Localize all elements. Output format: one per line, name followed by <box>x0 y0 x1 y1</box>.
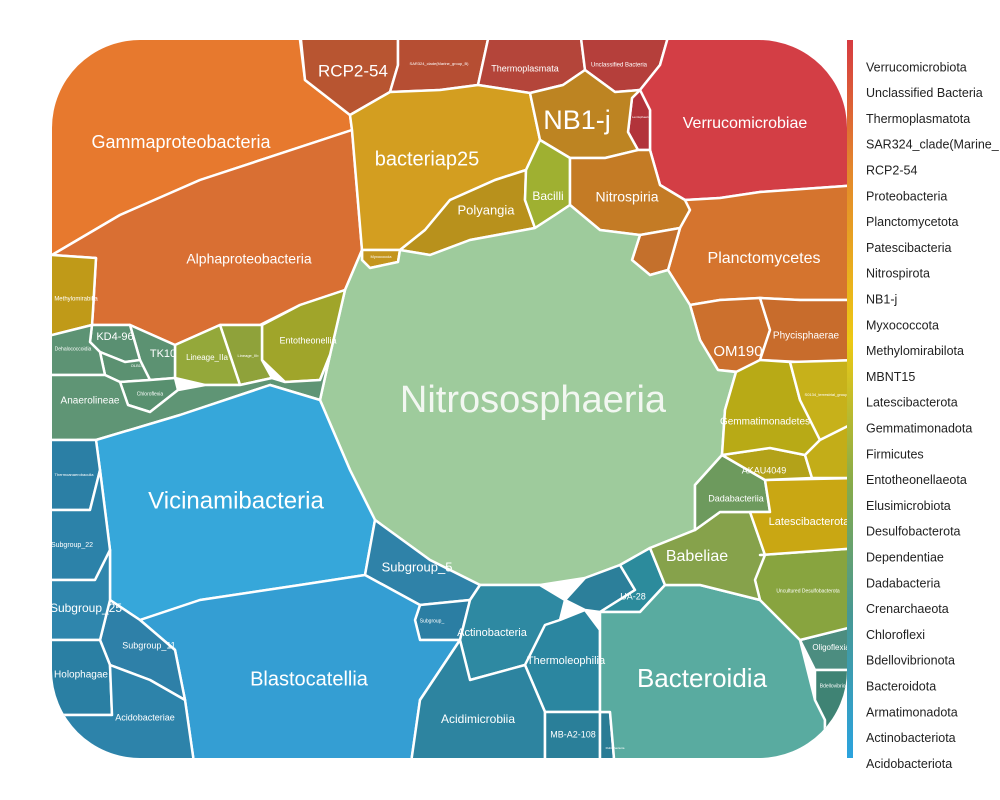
legend-entry-proteobacteria: Proteobacteria <box>866 189 947 203</box>
legend-entry-latescibacterota: Latescibacterota <box>866 396 958 410</box>
label-s0134: S0134_terrestrial_group <box>805 392 849 397</box>
label-polyangia: Polyangia <box>457 202 515 217</box>
legend-entry-actinobacteriota: Actinobacteriota <box>866 731 956 745</box>
label-akau4049: AKAU4049 <box>742 465 787 475</box>
cell-subgroup-25 <box>52 548 112 642</box>
label-subgroup-small: Subgroup_ <box>420 618 445 624</box>
legend-entry-thermoplasmatota: Thermoplasmatota <box>866 112 970 126</box>
legend-entry-mbnt15: MBNT15 <box>866 370 915 384</box>
legend-entry-verrucomicrobiota: Verrucomicrobiota <box>866 60 967 74</box>
cell-methylomirabilia <box>52 253 98 337</box>
label-lineage-iib: Lineage_IIb <box>238 353 260 358</box>
label-lentisphaeria: Lentisphaeria <box>632 115 650 119</box>
label-dadabacteriia: Dadabacteriia <box>708 493 764 503</box>
label-latescibacterota: Latescibacterota <box>769 516 851 528</box>
label-babeliae: Babeliae <box>666 548 728 565</box>
label-bacteroidia: Bacteroidia <box>637 663 768 693</box>
label-alphaproteobacteria: Alphaproteobacteria <box>186 251 312 267</box>
label-entotheonellia: Entotheonellia <box>279 335 336 345</box>
label-bdellovibrionia: Bdellovibrionia <box>820 683 853 689</box>
label-gemmatimonadetes: Gemmatimonadetes <box>720 417 810 428</box>
label-subgroup-11: Subgroup_11 <box>122 640 175 650</box>
legend-entry-sar324-clade-marine: SAR324_clade(Marine_ <box>866 138 1000 152</box>
legend-entry-unclassified-bacteria: Unclassified Bacteria <box>866 86 983 100</box>
label-oligoflexia: Oligoflexia <box>812 643 850 652</box>
label-nitrospiria: Nitrospiria <box>595 189 658 205</box>
label-chloroflexia: Chloroflexia <box>137 391 164 397</box>
legend-entry-myxococcota: Myxococcota <box>866 318 939 332</box>
label-subgroup-25: Subgroup_25 <box>50 601 122 615</box>
legend-entry-nb1-j: NB1-j <box>866 292 897 306</box>
cell-mb-a2-108 <box>543 710 602 758</box>
label-tk10: TK10 <box>150 348 176 360</box>
label-lineage-iia: Lineage_IIa <box>186 353 228 362</box>
label-om190: OM190 <box>713 343 762 360</box>
label-subgroup-5: Subgroup_5 <box>382 559 453 574</box>
legend-color-bar <box>847 40 853 758</box>
label-actinobacteria: Actinobacteria <box>457 627 528 639</box>
label-rubrobacteria: Rubrobacteria <box>606 746 625 750</box>
legend-entry-crenarchaeota: Crenarchaeota <box>866 602 949 616</box>
label-acidimicrobiia: Acidimicrobiia <box>441 712 515 726</box>
legend-entry-patescibacteria: Patescibacteria <box>866 241 952 255</box>
legend-entry-firmicutes: Firmicutes <box>866 447 924 461</box>
label-dehalococcoidia: Dehalococcoidia <box>55 346 92 352</box>
label-myxococcia: Myxococcia <box>371 254 393 259</box>
legend-entries: Verrucomicrobiota Unclassified Bacteria Th… <box>866 60 1000 771</box>
label-acidobacteriae: Acidobacteriae <box>115 712 175 722</box>
legend-entry-entotheonellaeota: Entotheonellaeota <box>866 473 967 487</box>
legend-entry-acidobacteriota: Acidobacteriota <box>866 757 952 771</box>
label-nb1-j: NB1-j <box>543 105 611 135</box>
label-unclassified-bacteria: Unclassified Bacteria <box>591 63 648 69</box>
label-thermoanaerobaculia: Thermoanaerobaculia <box>55 472 95 477</box>
label-kd4-96: KD4-96 <box>96 331 133 343</box>
legend-entry-methylomirabilota: Methylomirabilota <box>866 344 964 358</box>
label-subgroup-22: Subgroup_22 <box>51 542 93 549</box>
cell-planctomycetes <box>666 183 847 307</box>
label-sar324: SAR324_clade(Marine_group_B) <box>410 61 470 66</box>
label-vicinamibacteria: Vicinamibacteria <box>148 487 324 514</box>
cell-gemmatimonadota-small <box>803 418 847 480</box>
legend-entry-armatimonadota: Armatimonadota <box>866 705 958 719</box>
label-ua-28: UA-28 <box>620 591 646 601</box>
label-mb-a2-108: MB-A2-108 <box>550 729 596 739</box>
label-thermoleophilia: Thermoleophilia <box>527 655 606 667</box>
label-bacilli: Bacilli <box>532 189 563 203</box>
label-planctomycetes: Planctomycetes <box>708 250 821 267</box>
label-anaerolineae: Anaerolineae <box>61 396 120 407</box>
legend-entry-chloroflexi: Chloroflexi <box>866 628 925 642</box>
legend-entry-desulfobacterota: Desulfobacterota <box>866 525 961 539</box>
voronoi-cells <box>52 40 847 758</box>
label-rcp2-54: RCP2-54 <box>318 61 388 80</box>
label-thermoplasmata: Thermoplasmata <box>491 63 559 73</box>
legend-entry-elusimicrobiota: Elusimicrobiota <box>866 499 951 513</box>
legend-entry-dependentiae: Dependentiae <box>866 550 944 564</box>
label-uncultured-desulfo: Uncultured Desulfobacterota <box>776 588 840 594</box>
cell-latescibacterota <box>748 476 847 557</box>
label-bacteriap25: bacteriap25 <box>375 148 480 170</box>
legend-entry-rcp2-54: RCP2-54 <box>866 163 917 177</box>
label-phycisphaerae: Phycisphaerae <box>773 331 840 342</box>
label-nitrososphaeria: Nitrososphaeria <box>400 379 667 421</box>
legend-entry-dadabacteria: Dadabacteria <box>866 576 940 590</box>
legend-entry-bdellovibrionota: Bdellovibrionota <box>866 654 955 668</box>
legend: Verrucomicrobiota Unclassified Bacteria Th… <box>847 40 1000 771</box>
label-olb14: OLB14 <box>131 363 144 368</box>
legend-entry-gemmatimonadota: Gemmatimonadota <box>866 421 972 435</box>
legend-entry-planctomycetota: Planctomycetota <box>866 215 958 229</box>
label-verrucomicrobiae: Verrucomicrobiae <box>683 115 808 132</box>
label-gammaproteobacteria: Gammaproteobacteria <box>91 132 271 152</box>
label-methylomirabilia: Methylomirabilia <box>54 297 98 303</box>
label-blastocatellia: Blastocatellia <box>250 668 369 690</box>
legend-entry-nitrospirota: Nitrospirota <box>866 267 930 281</box>
label-holophagae: Holophagae <box>54 670 108 681</box>
cell-dehalococcoidia <box>52 323 107 377</box>
legend-entry-bacteroidota: Bacteroidota <box>866 679 936 693</box>
cell-labels: Nitrososphaeria Gammaproteobacteria Alph… <box>50 61 853 750</box>
